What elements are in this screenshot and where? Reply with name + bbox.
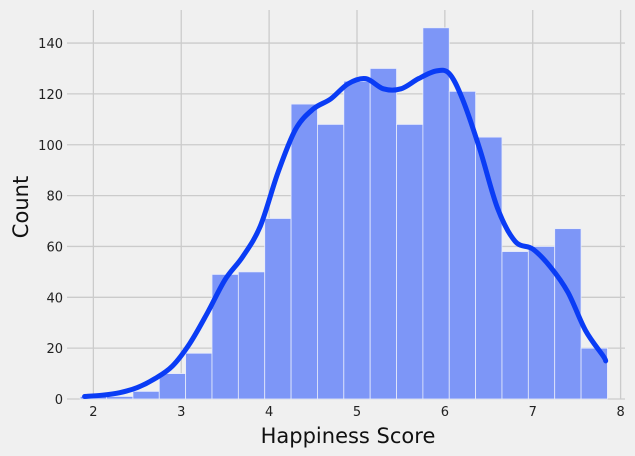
y-tick-label: 120	[38, 88, 63, 103]
y-tick-label: 140	[38, 37, 63, 52]
x-axis-title: Happiness Score	[261, 424, 436, 448]
histogram-bar	[158, 373, 187, 400]
x-tick-label: 8	[616, 405, 624, 420]
y-tick-label: 60	[46, 240, 63, 255]
y-axis-title: Count	[9, 176, 33, 238]
x-tick-label: 6	[441, 405, 449, 420]
x-tick-label: 7	[529, 405, 537, 420]
x-tick-label: 2	[89, 405, 97, 420]
histogram-bar	[237, 271, 266, 400]
histogram-bar	[264, 218, 292, 400]
x-tick-label: 3	[177, 405, 185, 420]
histogram-bar	[369, 68, 397, 400]
histogram-bar	[422, 27, 450, 400]
histogram-bar	[185, 352, 213, 400]
y-tick-label: 0	[55, 393, 63, 408]
y-tick-label: 40	[46, 291, 63, 306]
x-tick-label: 4	[265, 405, 273, 420]
x-tick-labels: 2 3 4 5 6 7 8	[89, 405, 625, 420]
histogram-bar	[448, 90, 477, 400]
histogram-bar	[527, 246, 556, 400]
kde-curve	[82, 67, 609, 399]
histogram-bars	[79, 27, 608, 400]
histogram-bar	[343, 80, 371, 400]
histogram-bar	[396, 124, 424, 400]
y-tick-label: 80	[46, 190, 63, 205]
histogram-bar	[290, 103, 318, 400]
y-tick-label: 20	[46, 342, 63, 357]
histogram-bar	[317, 124, 345, 400]
y-tick-labels: 0 20 40 60 80 100 120 140	[38, 37, 63, 408]
histogram-bar	[501, 251, 529, 400]
x-tick-label: 5	[353, 405, 361, 420]
y-tick-label: 100	[38, 139, 63, 154]
histogram-bar	[132, 390, 160, 400]
histogram-bar	[106, 396, 134, 400]
